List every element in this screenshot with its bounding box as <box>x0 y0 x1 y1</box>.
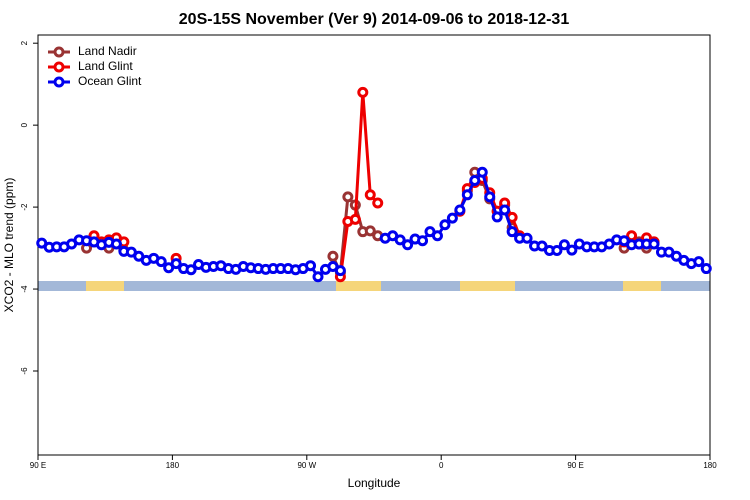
legend-label: Ocean Glint <box>78 74 142 88</box>
data-point <box>566 244 578 256</box>
data-point <box>506 226 518 238</box>
x-tick-label: 0 <box>439 461 444 470</box>
x-tick-label: 90 E <box>30 461 46 470</box>
surface-strip <box>38 281 710 291</box>
x-axis-label: Longitude <box>348 476 401 490</box>
data-point <box>185 264 197 276</box>
data-point <box>484 191 496 203</box>
data-point <box>461 189 473 201</box>
data-point <box>305 260 317 272</box>
x-tick-label: 90 E <box>567 461 583 470</box>
data-point <box>693 256 705 268</box>
y-tick-label: 0 <box>20 122 29 127</box>
data-point <box>417 235 429 247</box>
data-point <box>327 250 339 262</box>
legend-marker <box>53 61 65 73</box>
data-point <box>648 238 660 250</box>
data-point <box>349 213 361 225</box>
data-point <box>454 204 466 216</box>
data-point <box>155 256 167 268</box>
y-axis-label: XCO2 - MLO trend (ppm) <box>2 178 16 313</box>
land-strip <box>460 281 515 291</box>
data-point <box>469 174 481 186</box>
data-point <box>476 166 488 178</box>
x-tick-label: 180 <box>166 461 180 470</box>
data-point <box>170 258 182 270</box>
data-point <box>491 211 503 223</box>
x-tick-label: 90 W <box>297 461 316 470</box>
legend-label: Land Nadir <box>78 44 137 58</box>
chart-title: 20S-15S November (Ver 9) 2014-09-06 to 2… <box>179 11 570 28</box>
y-tick-label: 2 <box>20 40 29 45</box>
land-strip <box>623 281 661 291</box>
y-tick-label: -2 <box>20 203 29 211</box>
data-point <box>372 197 384 209</box>
data-point <box>521 232 533 244</box>
data-point <box>558 239 570 251</box>
data-point <box>431 230 443 242</box>
data-point <box>551 245 563 257</box>
legend-marker <box>53 46 65 58</box>
data-point <box>342 191 354 203</box>
y-tick-label: -6 <box>20 367 29 375</box>
data-point <box>499 204 511 216</box>
data-point <box>364 225 376 237</box>
x-tick-label: 180 <box>703 461 717 470</box>
data-point <box>334 265 346 277</box>
data-point <box>357 86 369 98</box>
data-point <box>364 189 376 201</box>
y-tick-label: -4 <box>20 285 29 293</box>
land-strip <box>86 281 124 291</box>
data-point <box>402 239 414 251</box>
data-point <box>394 234 406 246</box>
land-strip <box>336 281 381 291</box>
data-point <box>110 238 122 250</box>
legend-marker <box>53 76 65 88</box>
data-point <box>446 212 458 224</box>
data-point <box>700 263 712 275</box>
legend-label: Land Glint <box>78 59 133 73</box>
data-point <box>312 271 324 283</box>
data-point <box>536 240 548 252</box>
data-point <box>439 219 451 231</box>
